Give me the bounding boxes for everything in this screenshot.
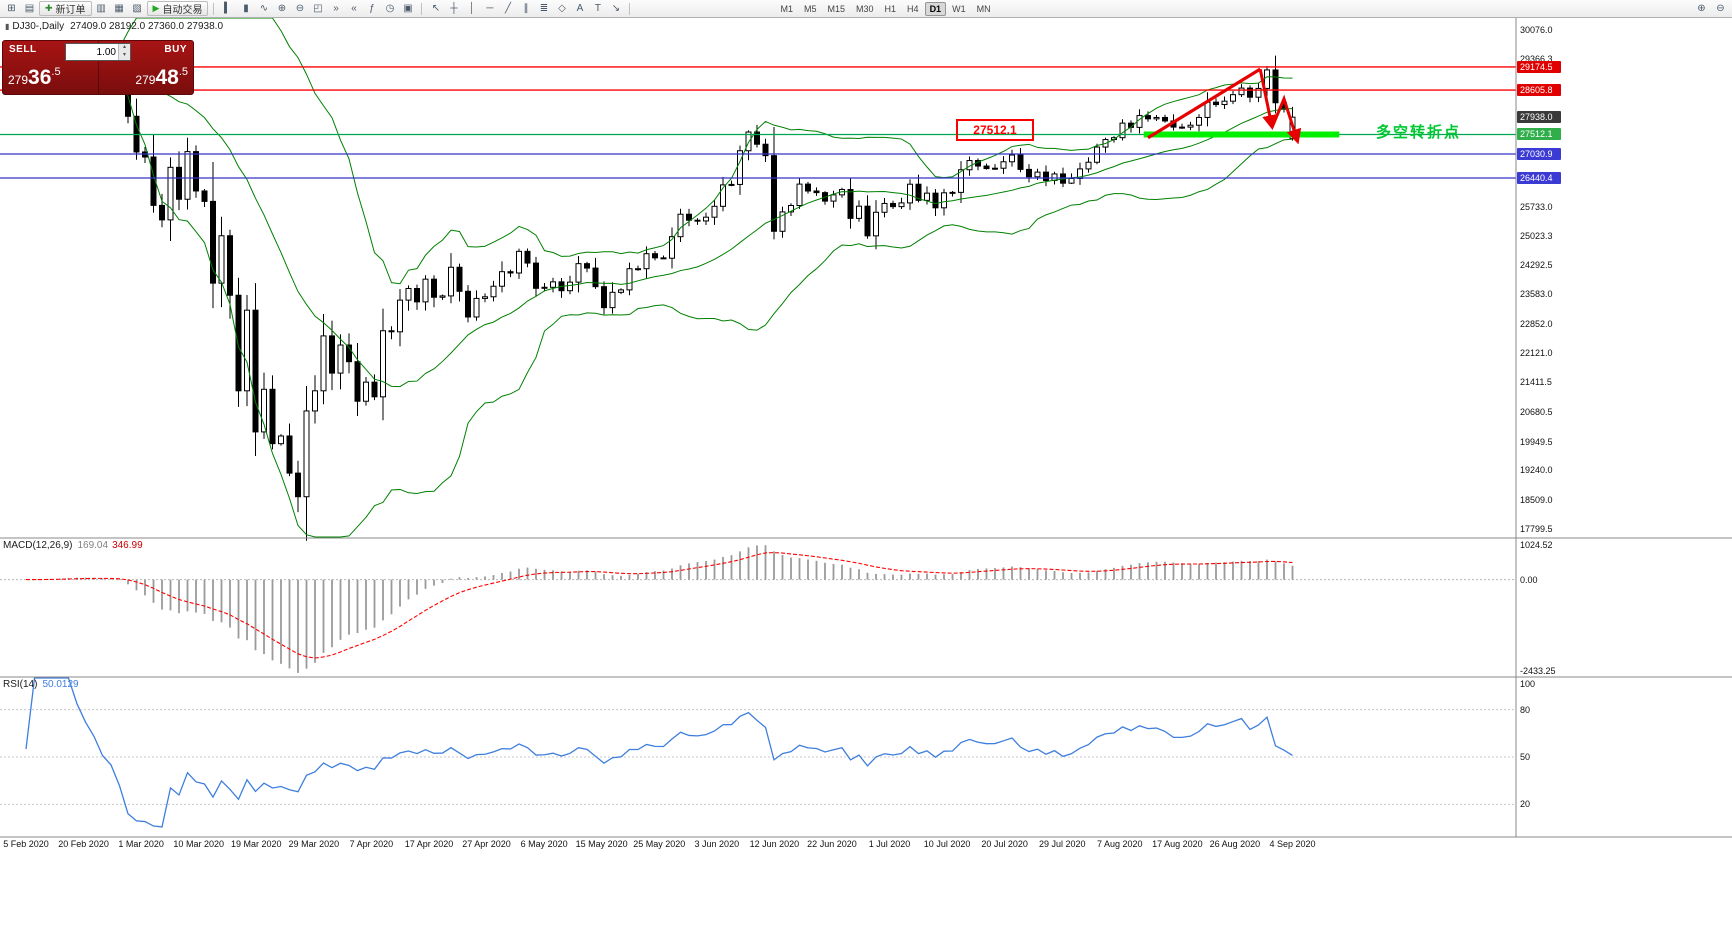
timeframe-button-M15[interactable]: M15: [823, 2, 851, 16]
buy-label: BUY: [164, 44, 187, 55]
candlestick-series: [23, 47, 1296, 541]
chart-shift-icon[interactable]: «: [351, 2, 357, 14]
price-digits: 48: [155, 66, 179, 89]
tile-windows-icon[interactable]: ◰: [313, 2, 323, 14]
fibonacci-icon[interactable]: ≣: [539, 2, 549, 14]
price-digits: 279: [8, 73, 29, 87]
macd-main-value: 169.04: [77, 540, 109, 551]
magnifier-plus-icon[interactable]: ⊕: [1697, 2, 1706, 14]
volume-box: ▴ ▾: [65, 43, 131, 61]
auto-scroll-icon[interactable]: »: [333, 2, 339, 14]
label-icon[interactable]: T: [594, 2, 602, 14]
trend-arrow-annotation[interactable]: [1147, 67, 1302, 145]
macd-name: MACD(12,26,9): [3, 540, 73, 551]
data-window-icon[interactable]: ▦: [114, 2, 124, 14]
rsi-value: 50.0129: [42, 679, 79, 690]
arrows-icon[interactable]: ↘: [611, 2, 621, 14]
rsi-indicator: [0, 677, 1516, 828]
volume-spinner: ▴ ▾: [118, 44, 130, 60]
navigator-icon[interactable]: ▧: [132, 2, 142, 14]
new-order-button[interactable]: ✚ 新订单: [39, 1, 92, 16]
timeframe-button-M5[interactable]: M5: [799, 2, 822, 16]
symbol-period-label: DJ30-,Daily: [12, 21, 65, 32]
toolbar-separator: [421, 2, 423, 15]
price-level-annotation[interactable]: 27512.1: [956, 119, 1034, 141]
price-digits: .5: [178, 66, 188, 78]
sell-label: SELL: [9, 44, 37, 55]
macd-indicator: [0, 545, 1516, 673]
new-chart-icon[interactable]: ⊞: [7, 2, 16, 14]
vertical-line-icon[interactable]: │: [468, 2, 476, 14]
toolbar-separator: [629, 2, 631, 15]
templates-icon[interactable]: ▣: [403, 2, 413, 14]
timeframe-toolbar: M1 M5 M15 M30 H1 H4 D1 W1 MN: [775, 1, 996, 16]
market-watch-icon[interactable]: ▥: [96, 2, 106, 14]
price-digits: .5: [51, 66, 61, 78]
price-digits: 279: [135, 73, 156, 87]
new-order-button-label: 新订单: [55, 5, 86, 16]
new-order-button-icon: ✚: [45, 3, 53, 13]
ohlc-values: 27409.0 28192.0 27360.0 27938.0: [70, 21, 224, 32]
timeframe-button-D1[interactable]: D1: [924, 1, 947, 16]
timeframe-button-M1[interactable]: M1: [775, 2, 798, 16]
timeframe-button-M30[interactable]: M30: [851, 2, 879, 16]
volume-input[interactable]: [66, 44, 118, 60]
zoom-out-icon[interactable]: ⊖: [295, 2, 305, 14]
cursor-icon[interactable]: ↖: [431, 2, 441, 14]
trendline-icon[interactable]: ╱: [504, 2, 511, 14]
autotrading-button-icon: ▶: [152, 3, 160, 13]
macd-indicator-label: MACD(12,26,9) 169.04 346.99: [3, 540, 143, 551]
timeframe-button-W1[interactable]: W1: [947, 2, 971, 16]
volume-increase-button[interactable]: ▴: [119, 44, 130, 52]
toolbar-separator: [213, 2, 215, 15]
timeframe-button-H1[interactable]: H1: [880, 2, 902, 16]
rsi-indicator-label: RSI(14) 50.0129: [3, 679, 79, 690]
shapes-icon[interactable]: ◇: [558, 2, 566, 14]
buy-button[interactable]: BUY: [97, 41, 193, 94]
timeframe-button-MN[interactable]: MN: [972, 2, 996, 16]
chart-symbol-icon: ▮: [5, 22, 10, 31]
macd-signal-value: 346.99: [112, 540, 143, 551]
bar-chart-icon[interactable]: ▍: [224, 2, 232, 14]
buy-price[interactable]: 27948.5: [135, 66, 188, 90]
zoom-in-icon[interactable]: ⊕: [277, 2, 287, 14]
volume-decrease-button[interactable]: ▾: [119, 52, 130, 60]
turning-point-label[interactable]: 多空转折点: [1376, 124, 1462, 141]
toolbar-right-group: ⊕ ⊖: [1693, 2, 1729, 16]
autotrading-button[interactable]: ▶ 自动交易: [146, 1, 209, 16]
quote-line: ▮ DJ30-,Daily 27409.0 28192.0 27360.0 2793…: [5, 21, 223, 32]
chart-profiles-icon[interactable]: ▤: [24, 2, 35, 14]
horizontal-line-icon[interactable]: ─: [486, 2, 494, 14]
timeframe-button-H4[interactable]: H4: [902, 2, 924, 16]
channel-icon[interactable]: ∥: [523, 2, 529, 14]
autotrading-button-label: 自动交易: [162, 5, 203, 16]
panel-separators: [0, 18, 1732, 838]
main-toolbar: ⊞ ▤ ✚ 新订单 ▥ ▦ ▧ ▶ 自动交易 ▍ ▮ ∿ ⊕ ⊖ ◰» «ƒ ◷ ▣ ↖ ┼ │ ─ ╱ ∥ ≣ ◇ A T ↘ M1 M5…: [0, 0, 1732, 18]
indicators-icon[interactable]: ƒ: [369, 2, 375, 14]
candlestick-chart-icon[interactable]: ▮: [243, 2, 249, 14]
periods-icon[interactable]: ◷: [385, 2, 395, 14]
bollinger-bands: [34, 17, 1293, 538]
line-chart-icon[interactable]: ∿: [259, 2, 269, 14]
crosshair-icon[interactable]: ┼: [450, 2, 458, 14]
price-digits: 36: [28, 66, 52, 89]
horizontal-level-lines[interactable]: [0, 66, 1516, 179]
rsi-name: RSI(14): [3, 679, 38, 690]
magnifier-minus-icon[interactable]: ⊖: [1716, 2, 1725, 14]
one-click-trading-panel: SELL BUY 27936.5 27948.5 ▴ ▾: [2, 40, 194, 95]
sell-button[interactable]: SELL: [3, 41, 99, 94]
text-icon[interactable]: A: [576, 2, 584, 14]
sell-price[interactable]: 27936.5: [8, 66, 61, 90]
